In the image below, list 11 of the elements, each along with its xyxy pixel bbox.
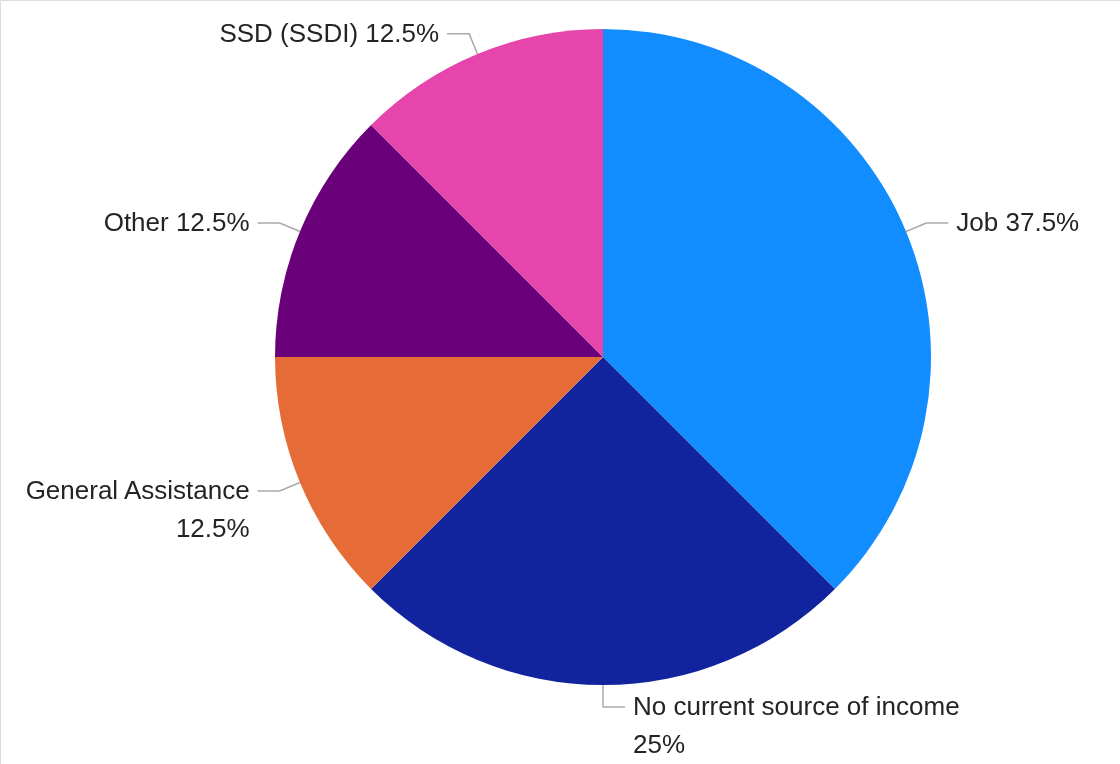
- slice-label: General Assistance: [25, 474, 250, 505]
- slice-label: No current source of income: [633, 691, 960, 721]
- data-label: 12.5%: [175, 512, 250, 543]
- pie-slice: [371, 357, 835, 685]
- pie-slice: [275, 357, 603, 589]
- slice-label: SSD (SSDI) 12.5%: [219, 17, 440, 48]
- slice-label: Other 12.5%: [103, 207, 250, 238]
- data-label: 25%: [633, 729, 686, 759]
- slice-label: Job 37.5%: [956, 207, 1080, 238]
- pie-slice: [603, 29, 931, 589]
- pie-slice: [275, 125, 603, 357]
